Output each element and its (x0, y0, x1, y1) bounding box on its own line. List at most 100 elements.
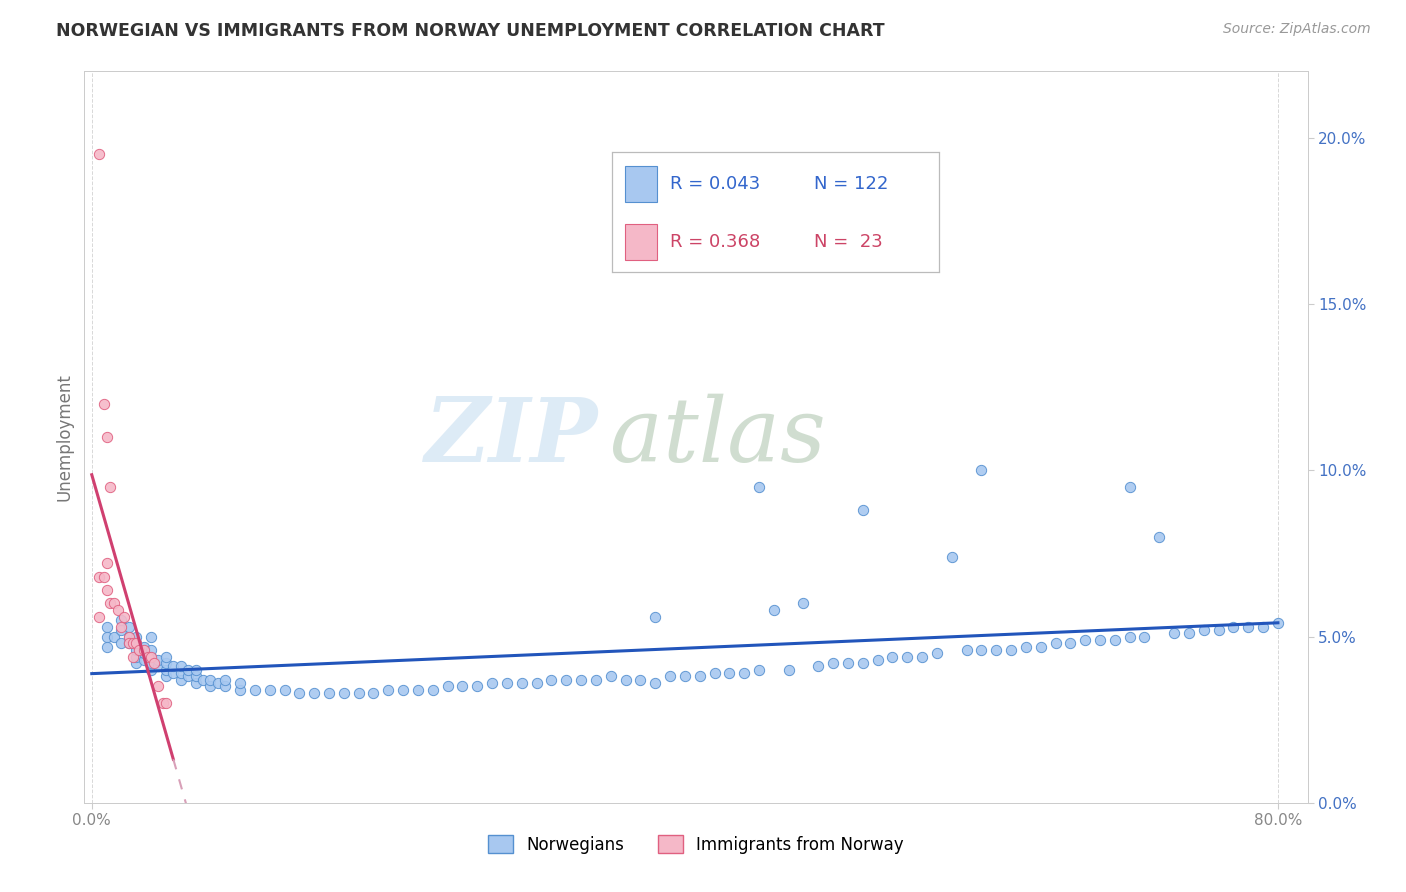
Point (852, 503, 875, 517)
Point (465, 680, 488, 694)
Point (184, 676, 207, 690)
Point (422, 682, 444, 697)
Point (170, 666, 193, 681)
Point (778, 663, 800, 677)
Point (748, 480, 770, 494)
Point (155, 649, 177, 664)
Point (703, 666, 725, 681)
Point (925, 646, 948, 660)
Point (941, 549, 963, 564)
Point (1222, 619, 1244, 633)
Point (406, 682, 429, 697)
Point (118, 636, 141, 650)
Point (792, 596, 814, 610)
Point (1251, 619, 1274, 633)
Point (823, 656, 845, 670)
Point (1104, 632, 1126, 647)
Point (481, 676, 503, 690)
Point (148, 680, 170, 694)
Point (1192, 623, 1215, 637)
Point (155, 663, 177, 677)
Point (229, 682, 252, 697)
Point (318, 686, 340, 700)
Point (302, 686, 325, 700)
Point (673, 669, 696, 683)
Point (96, 582, 118, 597)
Point (89, 609, 111, 624)
Point (436, 680, 458, 694)
Point (852, 656, 875, 670)
Point (347, 686, 370, 700)
Point (170, 673, 193, 687)
Y-axis label: Unemployment: Unemployment (55, 373, 73, 501)
Point (139, 630, 162, 644)
Point (128, 643, 150, 657)
Point (191, 673, 214, 687)
Point (118, 636, 141, 650)
Point (644, 676, 666, 690)
Point (377, 682, 399, 697)
FancyBboxPatch shape (624, 166, 658, 202)
Point (110, 623, 132, 637)
Point (1237, 619, 1260, 633)
Point (200, 673, 222, 687)
Point (118, 619, 141, 633)
Point (139, 649, 162, 664)
Point (107, 603, 129, 617)
Point (132, 653, 155, 667)
Point (122, 636, 145, 650)
Point (569, 673, 592, 687)
Text: NORWEGIAN VS IMMIGRANTS FROM NORWAY UNEMPLOYMENT CORRELATION CHART: NORWEGIAN VS IMMIGRANTS FROM NORWAY UNEM… (56, 22, 884, 40)
Point (896, 649, 918, 664)
Point (689, 669, 711, 683)
Point (110, 613, 132, 627)
Text: R = 0.043: R = 0.043 (671, 175, 761, 194)
Point (96, 640, 118, 654)
Point (1000, 643, 1022, 657)
Point (170, 659, 193, 673)
Point (96, 557, 118, 571)
Point (970, 643, 993, 657)
Point (103, 630, 125, 644)
Point (89, 147, 111, 161)
Point (162, 666, 184, 681)
Point (1029, 640, 1052, 654)
Point (139, 649, 162, 664)
Point (132, 643, 155, 657)
Point (1163, 626, 1185, 640)
Point (125, 636, 148, 650)
Point (152, 696, 174, 710)
Point (540, 673, 562, 687)
Point (1088, 632, 1111, 647)
Point (214, 673, 236, 687)
Point (139, 656, 162, 670)
Point (93, 570, 115, 584)
Point (333, 686, 356, 700)
Point (98, 480, 121, 494)
Point (259, 682, 281, 697)
Point (1059, 636, 1081, 650)
Point (644, 609, 666, 624)
Legend: Norwegians, Immigrants from Norway: Norwegians, Immigrants from Norway (481, 829, 911, 860)
Point (214, 680, 236, 694)
Point (122, 649, 145, 664)
Point (955, 643, 977, 657)
Point (807, 659, 830, 673)
Point (162, 659, 184, 673)
Point (986, 643, 1008, 657)
Point (392, 682, 415, 697)
Point (599, 669, 621, 683)
Point (496, 676, 519, 690)
Point (614, 673, 637, 687)
Point (112, 609, 135, 624)
Point (1015, 640, 1038, 654)
Text: N =  23: N = 23 (814, 233, 883, 251)
Point (229, 676, 252, 690)
Point (748, 663, 770, 677)
Point (110, 636, 132, 650)
Point (139, 643, 162, 657)
Point (96, 619, 118, 633)
Point (451, 680, 474, 694)
Text: R = 0.368: R = 0.368 (671, 233, 761, 251)
Point (585, 673, 607, 687)
